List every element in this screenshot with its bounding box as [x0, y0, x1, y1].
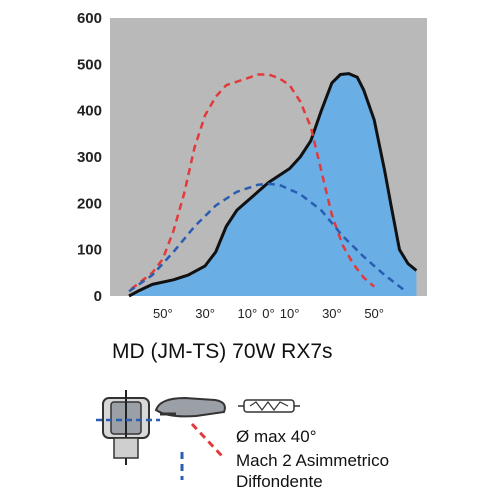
- y-tick-label: 500: [77, 56, 102, 73]
- legend-graphics: [96, 390, 300, 480]
- series-dashed-line-2: [128, 182, 407, 293]
- polar-chart: 0 100 200 300 400 500 600 50° 30° 10° 0° 10° 30° 50°: [77, 10, 427, 321]
- x-tick-label: 10°: [280, 306, 300, 321]
- y-tick-label: 300: [77, 149, 102, 166]
- model-title: MD (JM-TS) 70W RX7s: [112, 340, 333, 363]
- x-tick-label: 0°: [262, 306, 274, 321]
- y-tick-label: 0: [94, 288, 102, 305]
- luminaire-side-icon: [154, 396, 226, 418]
- y-tick-label: 600: [77, 10, 102, 27]
- x-axis-ticks: 50° 30° 10° 0° 10° 30° 50°: [153, 306, 384, 321]
- legend-red-label: Ø max 40°: [236, 427, 317, 446]
- legend-red-dash: [190, 422, 224, 458]
- y-axis-ticks: 0 100 200 300 400 500 600: [77, 10, 102, 305]
- y-tick-label: 400: [77, 103, 102, 120]
- series-dashed-line-1: [130, 73, 376, 291]
- luminaire-front-icon: [96, 390, 160, 465]
- x-tick-label: 50°: [364, 306, 384, 321]
- x-tick-label: 10°: [238, 306, 258, 321]
- x-tick-label: 30°: [322, 306, 342, 321]
- y-tick-label: 200: [77, 195, 102, 212]
- series-area-outline: [128, 72, 418, 298]
- legend-blue-label-2: Diffondente: [236, 472, 323, 491]
- legend-blue-label-1: Mach 2 Asimmetrico: [236, 451, 390, 470]
- x-tick-label: 30°: [195, 306, 215, 321]
- line-layer: [128, 72, 418, 298]
- x-tick-label: 50°: [153, 306, 173, 321]
- lamp-icon: [238, 399, 300, 413]
- y-tick-label: 100: [77, 242, 102, 259]
